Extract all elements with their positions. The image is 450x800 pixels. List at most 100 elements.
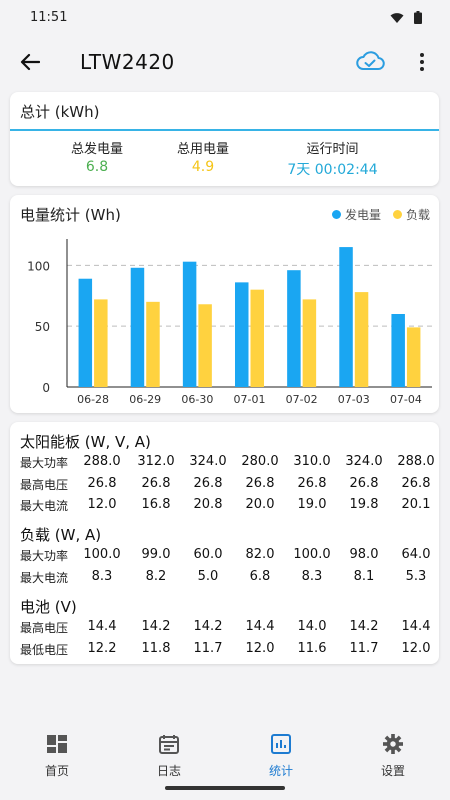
stat-label: 运行时间: [306, 142, 359, 157]
bar-load[interactable]: [302, 299, 317, 387]
status-icons: [390, 11, 422, 24]
bar-chart-icon: [271, 734, 291, 754]
legend-dot-generation: [331, 210, 341, 219]
nav-home[interactable]: 首页: [17, 734, 97, 779]
divider: [10, 129, 439, 131]
table-cell: 11.7: [349, 640, 379, 656]
row-label: 最大功率: [20, 456, 69, 470]
table-cell: 14.4: [401, 619, 431, 634]
table-cell: 288.0: [83, 454, 121, 469]
nav-log[interactable]: 日志: [129, 734, 209, 779]
x-tick-label: 07-02: [286, 393, 318, 406]
bar-generation[interactable]: [287, 270, 301, 387]
wifi-icon: [390, 12, 404, 23]
load-section-title: 负载 (W, A): [20, 526, 102, 544]
table-cell: 26.8: [401, 475, 431, 491]
bar-load[interactable]: [94, 299, 108, 387]
legend-label-load: 负载: [405, 208, 430, 222]
bar-load[interactable]: [198, 304, 212, 387]
legend-label-generation: 发电量: [344, 208, 381, 222]
row-label: 最大电流: [20, 499, 69, 513]
arrow-left-icon: [20, 53, 40, 71]
table-cell: 82.0: [245, 547, 275, 562]
table-cell: 12.0: [87, 497, 117, 512]
table-cell: 16.8: [141, 497, 171, 512]
table-cell: 280.0: [241, 454, 279, 469]
table-cell: 8.3: [91, 568, 113, 584]
table-cell: 324.0: [189, 454, 227, 469]
home-indicator: [165, 786, 285, 790]
table-row: 最大功率 288.0 312.0 324.0 280.0 310.0 324.0 288.0: [20, 454, 435, 474]
nav-label: 设置: [380, 764, 405, 778]
table-row: 最大电流 12.0 16.8 20.8 20.0 19.0 19.8 20.1: [20, 497, 435, 517]
chart-title: 电量统计 (Wh): [20, 206, 121, 224]
table-cell: 8.2: [145, 568, 167, 584]
table-cell: 64.0: [401, 547, 431, 562]
table-cell: 26.8: [141, 475, 171, 491]
table-cell: 12.0: [401, 640, 431, 656]
bar-load[interactable]: [146, 301, 160, 387]
x-tick-label: 06-30: [181, 393, 213, 406]
gear-icon: [383, 734, 403, 754]
table-cell: 99.0: [141, 547, 171, 562]
bar-generation[interactable]: [235, 282, 249, 387]
nav-settings[interactable]: 设置: [353, 734, 433, 779]
bar-load[interactable]: [250, 289, 265, 387]
table-cell: 19.0: [297, 497, 327, 512]
table-cell: 26.8: [297, 475, 327, 491]
bar-load[interactable]: [406, 327, 421, 387]
cloud-sync-button[interactable]: [355, 50, 387, 74]
table-cell: 19.8: [349, 497, 379, 512]
dot-icon: [420, 60, 424, 64]
table-row: 最低电压 12.2 11.8 11.7 12.0 11.6 11.7 12.0: [20, 641, 435, 661]
table-cell: 26.8: [193, 475, 223, 491]
bar-generation[interactable]: [339, 247, 353, 387]
table-cell: 20.8: [193, 497, 223, 512]
table-cell: 26.8: [349, 475, 379, 491]
total-runtime: 运行时间 7天 00:02:44: [270, 138, 395, 179]
row-label: 最大功率: [20, 549, 69, 563]
table-cell: 14.2: [193, 619, 223, 634]
bar-generation[interactable]: [391, 314, 405, 387]
table-cell: 60.0: [193, 547, 223, 562]
chart-legend: 发电量 负载: [324, 206, 430, 223]
table-cell: 98.0: [349, 547, 379, 562]
x-tick-label: 06-28: [77, 393, 109, 406]
row-label: 最低电压: [20, 642, 69, 657]
stats-table-card: 太阳能板 (W, V, A) 最大功率 288.0 312.0 324.0 280.0 3…: [10, 422, 439, 664]
stat-value: 7天 00:02:44: [287, 162, 378, 178]
table-cell: 11.6: [297, 640, 327, 656]
energy-bar-chart: 0 50 100 06-28 06-29 06-30 07-01 07-02 07-03 07-0…: [27, 239, 432, 406]
back-button[interactable]: [14, 48, 46, 76]
table-cell: 14.0: [297, 619, 327, 634]
x-tick-label: 06-29: [129, 393, 161, 406]
nav-statistics[interactable]: 统计: [241, 734, 321, 779]
bar-generation[interactable]: [182, 261, 197, 387]
table-cell: 12.0: [245, 640, 275, 656]
table-cell: 8.1: [353, 568, 375, 584]
table-cell: 312.0: [137, 454, 175, 469]
table-cell: 310.0: [293, 454, 331, 469]
bar-load[interactable]: [354, 292, 369, 387]
total-title: 总计 (kWh): [20, 103, 100, 121]
stat-value: 4.9: [191, 159, 215, 175]
table-cell: 20.0: [245, 497, 275, 512]
table-row: 最大功率 100.0 99.0 60.0 82.0 100.0 98.0 64.0: [20, 547, 435, 567]
stat-label: 总用电量: [176, 142, 229, 157]
legend-dot-load: [392, 210, 402, 219]
table-cell: 5.3: [405, 568, 427, 584]
table-cell: 14.2: [349, 619, 379, 634]
status-time: 11:51: [30, 10, 68, 25]
bar-generation[interactable]: [78, 278, 93, 387]
table-cell: 288.0: [397, 454, 435, 469]
table-cell: 26.8: [245, 475, 275, 491]
x-tick-label: 07-04: [390, 393, 422, 406]
calendar-icon: [159, 735, 179, 754]
bar-generation[interactable]: [130, 267, 145, 387]
dot-icon: [420, 53, 424, 57]
more-options-button[interactable]: [414, 50, 430, 74]
row-label: 最大电流: [20, 570, 69, 585]
table-cell: 14.2: [141, 619, 171, 634]
nav-label: 首页: [44, 764, 69, 778]
status-bar: 11:51: [0, 0, 450, 36]
